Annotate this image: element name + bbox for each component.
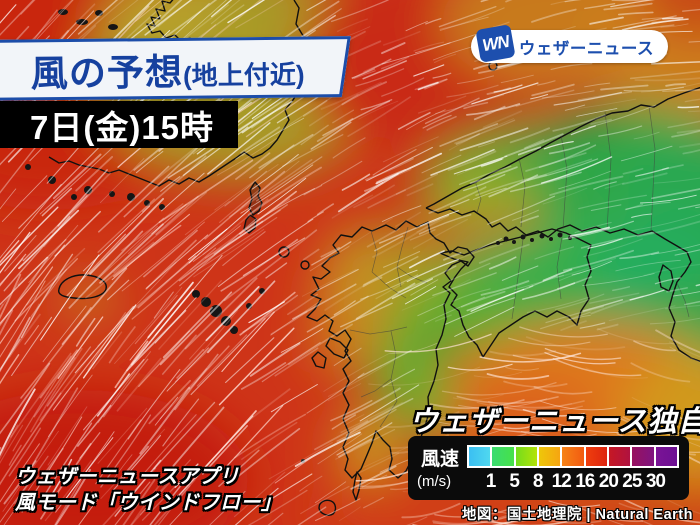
app-credit-line1: ウェザーニュースアプリ bbox=[15, 466, 240, 488]
legend-tick-row: 1 5 8 12 16 20 25 30 bbox=[467, 469, 679, 495]
legend-tick: 25 bbox=[622, 471, 642, 492]
legend-cell-8 bbox=[655, 447, 677, 466]
wn-logo-icon: WN bbox=[475, 24, 516, 63]
legend-tick: 8 bbox=[532, 471, 544, 492]
legend-tick: 16 bbox=[575, 471, 595, 492]
legend-tick: 5 bbox=[509, 471, 520, 492]
legend-cell-0 bbox=[469, 447, 491, 466]
page-title: 風の予想 bbox=[30, 51, 184, 94]
legend-heading: ウェザーニュース独自 bbox=[409, 406, 700, 438]
app-credit: ウェザーニュースアプリ 風モード「ウインドフロー」 bbox=[15, 464, 282, 516]
datetime-banner: 7日(金)15時 bbox=[0, 101, 238, 148]
legend-tick: 20 bbox=[598, 471, 619, 492]
title-inner: 風の予想 (地上付近) bbox=[0, 40, 305, 97]
legend-cell-4 bbox=[562, 447, 584, 466]
coastlines bbox=[48, 0, 700, 516]
legend-cell-5 bbox=[585, 447, 607, 466]
legend-tick: 1 bbox=[485, 471, 497, 492]
map-attribution: 地図：国土地理院 | Natural Earth bbox=[461, 507, 693, 523]
legend-unit: (m/s) bbox=[417, 473, 452, 490]
legend-cell-2 bbox=[515, 447, 537, 466]
page-title-suffix: (地上付近) bbox=[182, 59, 305, 91]
legend-color-bar bbox=[467, 445, 679, 468]
legend-cell-1 bbox=[492, 447, 514, 466]
wind-speed-legend: 風速 (m/s) 1 5 8 12 16 20 25 30 bbox=[408, 436, 689, 500]
legend-tick: 12 bbox=[551, 471, 572, 492]
islets bbox=[25, 9, 572, 463]
legend-label: 風速 bbox=[421, 449, 460, 470]
legend-tick: 30 bbox=[645, 471, 666, 492]
weathernews-logo: WN ウェザーニュース bbox=[470, 24, 668, 63]
app-credit-line2: 風モード「ウインドフロー」 bbox=[15, 492, 282, 514]
legend-cell-6 bbox=[608, 447, 631, 466]
legend-cell-3 bbox=[538, 447, 561, 466]
legend-cell-7 bbox=[632, 447, 654, 466]
title-banner: 風の予想 (地上付近) bbox=[0, 36, 351, 101]
weathernews-logo-text: ウェザーニュース bbox=[518, 39, 654, 58]
